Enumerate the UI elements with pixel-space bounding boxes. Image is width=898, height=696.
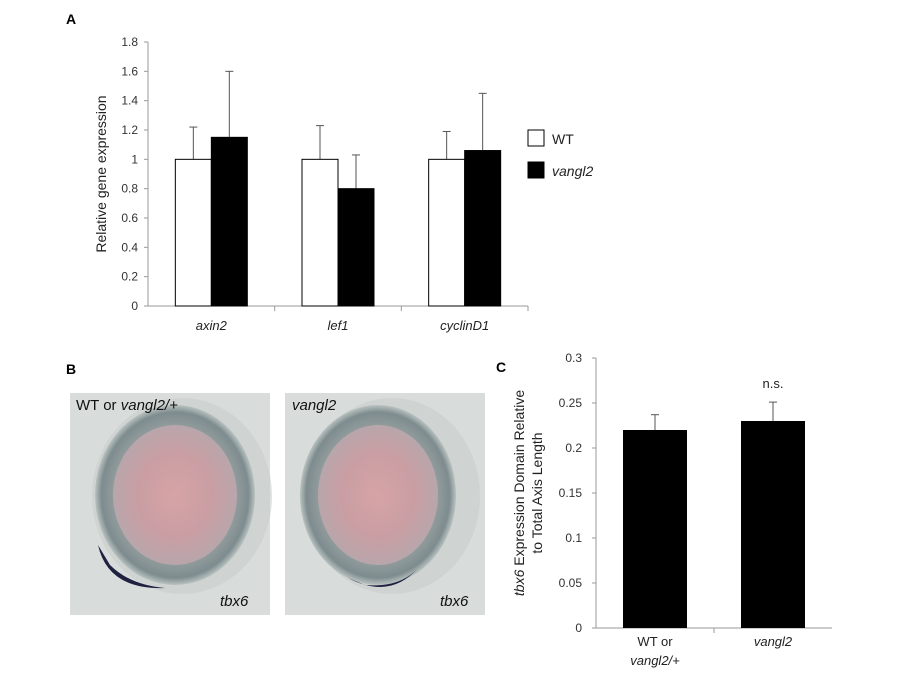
- x-category-label: lef1: [328, 318, 349, 333]
- y-axis-title: Relative gene expression: [93, 95, 109, 252]
- x-category-label: cyclinD1: [440, 318, 489, 333]
- bar-vangl2-cyclinD1: [464, 150, 502, 307]
- y-tick-label: 0: [575, 621, 582, 635]
- panel-label-b: B: [66, 361, 76, 377]
- y-tick-label: 1.2: [121, 123, 138, 137]
- bar-vangl2-lef1: [337, 188, 375, 307]
- left-genotype-label: WT or: [76, 397, 121, 414]
- x-category-label: axin2: [196, 318, 228, 333]
- y-tick-label: 1: [131, 152, 138, 166]
- y-tick-label: 0.2: [121, 270, 138, 284]
- right-probe-label: tbx6: [440, 593, 469, 610]
- y-tick-label: 0.05: [559, 576, 583, 590]
- svg-text:vangl2: vangl2: [292, 397, 337, 414]
- bar-vangl2-axin2: [210, 136, 248, 307]
- y-axis-title-line1: tbx6 Expression Domain Relative: [511, 390, 527, 596]
- embryo-image-left: [70, 393, 272, 615]
- panel-label-c: C: [496, 359, 506, 375]
- bar-1: [741, 421, 805, 628]
- chart-c: 0 0.05 0.1 0.15 0.2 0.25 0.3 tbx6 Expression Do…: [511, 351, 832, 668]
- bar-0: [623, 430, 687, 628]
- y-tick-label: 0: [131, 299, 138, 313]
- y-tick-label: 1.4: [121, 94, 138, 108]
- panel-label-a: A: [66, 11, 76, 27]
- y-axis-title-line2: to Total Axis Length: [529, 432, 545, 553]
- y-tick-label: 0.4: [121, 240, 138, 254]
- bar-WT-axin2: [174, 158, 212, 307]
- x-category-label-line1: WT or: [637, 634, 673, 649]
- bar-WT-lef1: [301, 158, 339, 307]
- y-tick-label: 0.2: [565, 441, 582, 455]
- legend-swatch: [527, 129, 545, 147]
- legend-swatch: [527, 161, 545, 179]
- y-tick-label: 0.1: [565, 531, 582, 545]
- y-tick-label: 0.3: [565, 351, 582, 365]
- y-tick-label: 1.6: [121, 64, 138, 78]
- svg-text:WT or vangl2/+: WT or vangl2/+: [76, 397, 178, 414]
- y-tick-label: 1.8: [121, 35, 138, 49]
- significance-annotation: n.s.: [763, 376, 784, 391]
- y-tick-label: 0.15: [559, 486, 583, 500]
- y-tick-label: 0.6: [121, 211, 138, 225]
- x-category-label-line1: vangl2: [754, 634, 793, 649]
- x-category-label-line2: vangl2/+: [630, 653, 680, 668]
- y-tick-label: 0.8: [121, 182, 138, 196]
- embryo-image-right: [285, 393, 485, 615]
- legend-label: WT: [552, 131, 574, 147]
- right-genotype-italic: vangl2: [292, 397, 337, 414]
- bar-WT-cyclinD1: [428, 158, 466, 307]
- legend-label: vangl2: [552, 163, 593, 179]
- chart-a: 0 0.2 0.4 0.6 0.8 1 1.2 1.4 1.6 1.8 Relative gene …: [93, 35, 593, 333]
- left-probe-label: tbx6: [220, 593, 249, 610]
- left-genotype-italic: vangl2/+: [121, 397, 178, 414]
- y-tick-label: 0.25: [559, 396, 583, 410]
